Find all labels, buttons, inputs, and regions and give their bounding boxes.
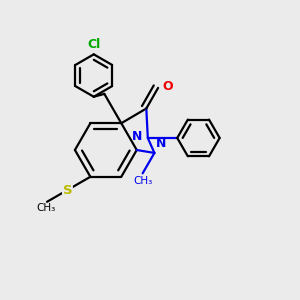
Text: S: S bbox=[63, 184, 72, 196]
Text: Cl: Cl bbox=[87, 38, 101, 51]
Text: N: N bbox=[156, 137, 166, 150]
Text: N: N bbox=[132, 130, 142, 143]
Text: O: O bbox=[163, 80, 173, 93]
Text: CH₃: CH₃ bbox=[133, 176, 152, 186]
Text: CH₃: CH₃ bbox=[36, 203, 55, 213]
